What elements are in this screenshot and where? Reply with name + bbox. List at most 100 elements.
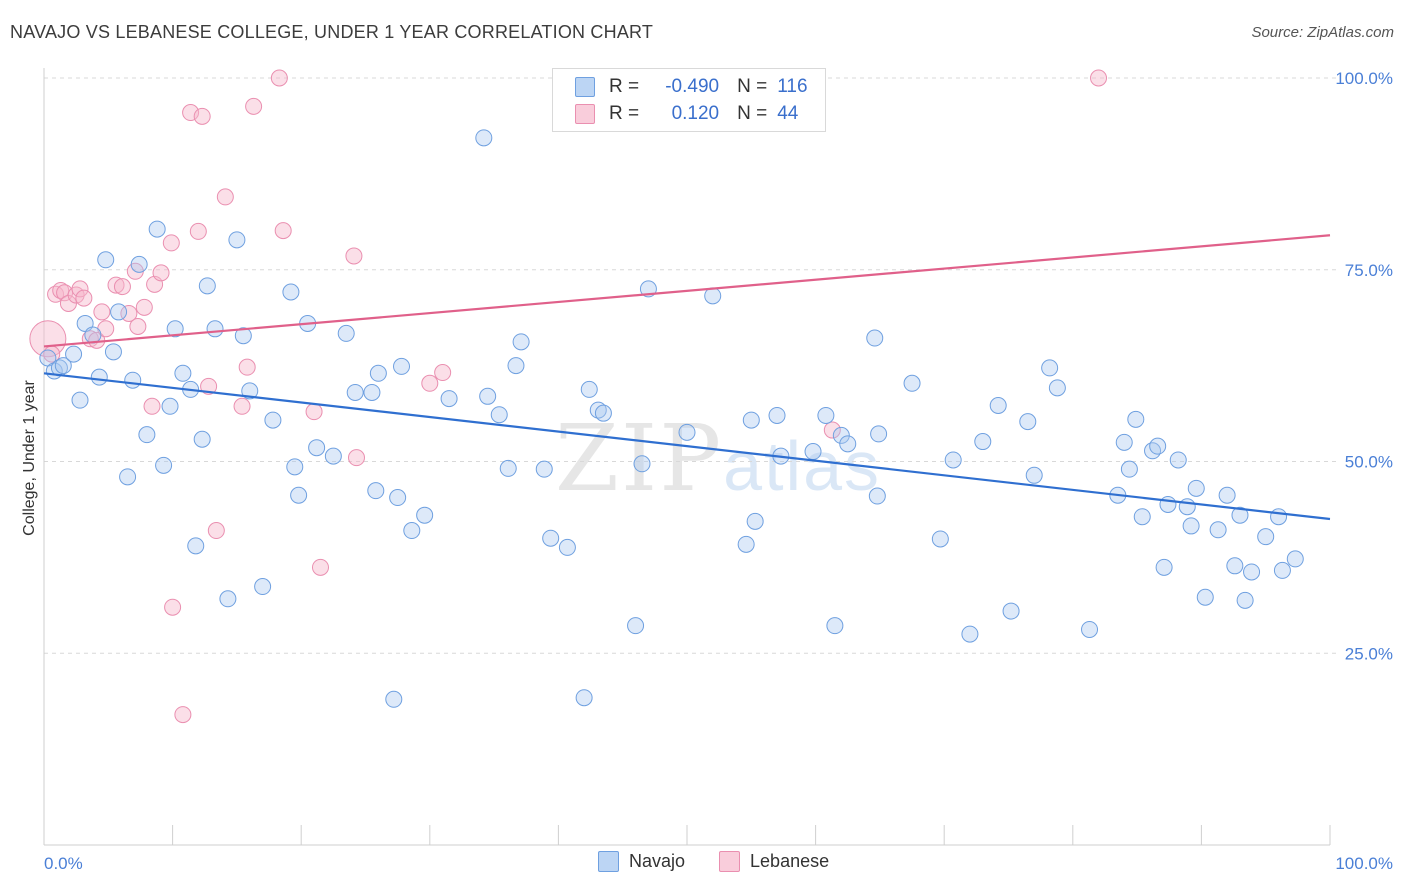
lebanese-point xyxy=(174,706,192,724)
navajo-point xyxy=(817,406,835,424)
navajo-point xyxy=(403,522,421,540)
navajo-point xyxy=(1226,557,1244,575)
navajo-point xyxy=(826,617,844,635)
legend-n-label: N = xyxy=(737,76,768,97)
navajo-point xyxy=(54,357,72,375)
navajo-point xyxy=(746,512,764,530)
lebanese-point xyxy=(238,358,256,376)
navajo-point xyxy=(324,447,342,465)
navajo-point xyxy=(241,382,259,400)
navajo-point xyxy=(97,251,115,269)
navajo-point xyxy=(1133,508,1151,526)
lebanese-point xyxy=(135,298,153,316)
navajo-point xyxy=(440,390,458,408)
lebanese-point xyxy=(305,403,323,421)
trend-lines xyxy=(43,234,1331,521)
lebanese-point xyxy=(75,289,93,307)
y-axis-label: College, Under 1 year xyxy=(21,380,38,536)
navajo-point xyxy=(989,397,1007,415)
navajo-point xyxy=(1115,433,1133,451)
source-label: Source: ZipAtlas.com xyxy=(1251,24,1394,41)
legend-row-lebanese: R = 0.120 N = 44 xyxy=(575,101,798,127)
navajo-point xyxy=(1081,620,1099,638)
navajo-point xyxy=(234,327,252,345)
navajo-point xyxy=(219,590,237,608)
navajo-point xyxy=(1187,479,1205,497)
y-tick-label: 25.0% xyxy=(1345,644,1393,663)
grid-lines xyxy=(44,77,1338,654)
legend-r-value: 0.120 xyxy=(671,103,720,124)
lebanese-point xyxy=(207,522,225,540)
navajo-point xyxy=(1286,550,1304,568)
lebanese-point xyxy=(216,188,234,206)
navajo-point xyxy=(124,371,142,389)
navajo-point xyxy=(512,333,530,351)
navajo-point xyxy=(866,329,884,347)
lebanese-point xyxy=(129,318,147,336)
navajo-point xyxy=(1273,561,1291,579)
navajo-point xyxy=(868,487,886,505)
navajo-point xyxy=(804,443,822,461)
navajo-point xyxy=(346,383,364,401)
x-tick-label: 0.0% xyxy=(44,854,83,873)
navajo-point xyxy=(1270,508,1288,526)
legend-item-lebanese[interactable]: Lebanese xyxy=(719,851,829,872)
navajo-point xyxy=(110,303,128,321)
navajo-point xyxy=(363,383,381,401)
navajo-point xyxy=(1236,591,1254,609)
lebanese-point xyxy=(434,364,452,382)
lebanese-point xyxy=(270,69,288,87)
navajo-point xyxy=(254,578,272,596)
navajo-point xyxy=(627,617,645,635)
lebanese-point xyxy=(189,222,207,240)
legend-label-navajo: Navajo xyxy=(629,851,686,871)
navajo-point xyxy=(1182,517,1200,535)
navajo-point xyxy=(507,357,525,375)
navajo-point xyxy=(475,129,493,147)
legend-item-navajo[interactable]: Navajo xyxy=(598,851,685,872)
legend-r-label: R = xyxy=(609,76,640,97)
navajo-point xyxy=(198,277,216,295)
legend-r-value: -0.490 xyxy=(665,76,720,97)
chart-title: NAVAJO VS LEBANESE COLLEGE, UNDER 1 YEAR… xyxy=(10,22,654,42)
navajo-point xyxy=(264,411,282,429)
navajo-point xyxy=(1149,437,1167,455)
navajo-point xyxy=(499,459,517,477)
y-tick-label: 100.0% xyxy=(1335,69,1393,88)
navajo-point xyxy=(558,538,576,556)
lebanese-point xyxy=(245,97,263,115)
navajo-point xyxy=(1041,359,1059,377)
lebanese-point xyxy=(345,247,363,265)
series-legend: Navajo Lebanese xyxy=(598,851,863,872)
navajo-point xyxy=(138,426,156,444)
navajo-point xyxy=(931,530,949,548)
lebanese-swatch xyxy=(719,851,741,872)
navajo-point xyxy=(1218,486,1236,504)
navajo-point xyxy=(479,387,497,405)
navajo-point xyxy=(1257,528,1275,546)
axes xyxy=(43,68,1331,846)
navajo-point xyxy=(678,423,696,441)
lebanese-point xyxy=(823,421,841,439)
lebanese-point xyxy=(347,449,365,467)
navajo-point xyxy=(1144,442,1162,460)
lebanese-point xyxy=(311,558,329,576)
lebanese-point xyxy=(93,303,111,321)
navajo-point xyxy=(385,690,403,708)
navajo-point xyxy=(104,343,122,361)
correlation-legend: R = -0.490 N = 116 R = 0.120 N = 44 xyxy=(552,68,826,132)
navajo-point xyxy=(148,220,166,238)
navajo-point xyxy=(594,404,612,422)
navajo-point xyxy=(1155,558,1173,576)
navajo-point xyxy=(282,283,300,301)
legend-n-value: 116 xyxy=(777,76,808,97)
navajo-point xyxy=(832,426,850,444)
navajo-point xyxy=(393,357,411,375)
lebanese-point xyxy=(107,276,125,294)
navajo-point xyxy=(1243,563,1261,581)
navajo-point xyxy=(206,320,224,338)
lebanese-points xyxy=(29,69,1108,724)
navajo-point xyxy=(490,406,508,424)
lebanese-point xyxy=(1090,69,1108,87)
